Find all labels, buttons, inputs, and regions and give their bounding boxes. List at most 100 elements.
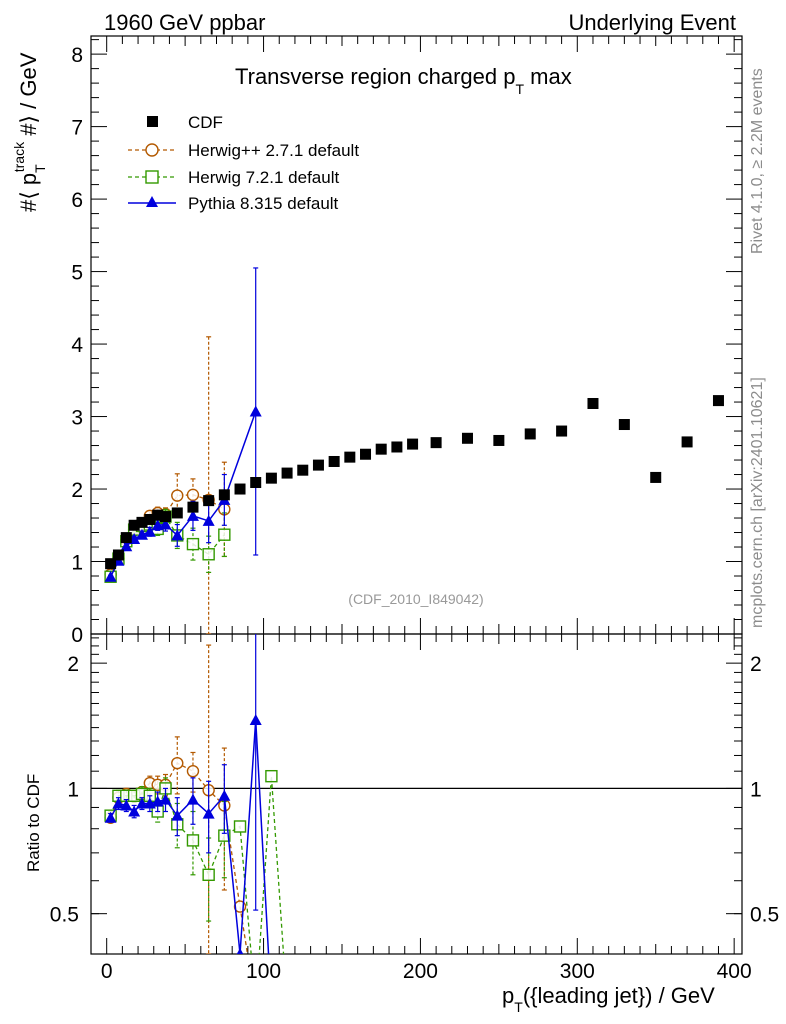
main-cdf-point	[650, 471, 662, 483]
plot-title-tail: max	[524, 64, 572, 89]
ratio-ytick-label-right: 0.5	[750, 904, 779, 927]
legend-pythia-label: Pythia 8.315 default	[188, 194, 339, 213]
xtick-label: 0	[101, 960, 113, 983]
main-cdf-point	[391, 441, 403, 453]
ratio-pythia-point	[112, 797, 125, 809]
y-axis-label-sup: track	[11, 141, 27, 172]
ratio-ytick-label: 2	[67, 653, 79, 676]
legend: CDF Herwig++ 2.7.1 default Herwig 7.2.1 …	[128, 113, 359, 213]
x-axis-label-prefix: p	[502, 983, 514, 1008]
main-cdf-point	[234, 483, 246, 495]
x-axis-label-suffix: ({leading jet}) / GeV	[523, 983, 715, 1008]
main-herwig7-point	[186, 537, 200, 551]
main-herwigpp-point	[171, 489, 184, 502]
legend-herwigpp-label: Herwig++ 2.7.1 default	[188, 141, 359, 160]
main-pythia-point	[143, 525, 156, 537]
ratio-ytick-label: 0.5	[50, 904, 79, 927]
main-cdf-point	[112, 549, 124, 561]
main-cdf-point	[712, 395, 724, 407]
main-cdf-point	[120, 532, 132, 544]
mcplots-text: mcplots.cern.ch [arXiv:2401.10621]	[749, 377, 766, 628]
main-cdf-point	[136, 516, 148, 528]
main-series-herwigpp	[104, 336, 231, 634]
main-pythia-point	[186, 509, 199, 521]
main-cdf-point	[524, 428, 536, 440]
legend-pythia-marker	[146, 196, 158, 207]
x-axis-label: pT({leading jet}) / GeV	[502, 983, 715, 1015]
main-cdf-point	[152, 509, 164, 521]
main-cdf-point	[344, 451, 356, 463]
main-ytick-label: 4	[71, 334, 83, 357]
ratio-herwig7-line	[110, 776, 285, 954]
main-cdf-point	[407, 438, 419, 450]
main-cdf-point	[160, 511, 172, 523]
xtick-label: 100	[246, 960, 281, 983]
main-panel: 0 1 2 3 4 5 6 7 8	[71, 36, 742, 647]
y-axis-label-prefix: #⟨ p	[16, 173, 41, 212]
ratio-pythia-point	[218, 789, 231, 801]
ratio-ytick-label-right: 1	[750, 778, 762, 801]
main-cdf-point	[360, 448, 372, 460]
main-ytick-label: 1	[71, 552, 83, 575]
main-cdf-point	[265, 472, 277, 484]
legend-herwig7-label: Herwig 7.2.1 default	[188, 168, 339, 187]
main-series-cdf	[105, 395, 724, 570]
ratio-axis-label: Ratio to CDF	[24, 774, 43, 872]
xtick-label: 400	[717, 960, 752, 983]
ratio-pythia-point	[171, 809, 184, 821]
main-cdf-point	[297, 464, 309, 476]
y-axis-label-sub: T	[32, 164, 48, 173]
main-cdf-point	[430, 437, 442, 449]
main-cdf-point	[587, 397, 599, 409]
main-cdf-point	[328, 455, 340, 467]
analysis-id: (CDF_2010_I849042)	[348, 591, 483, 607]
main-cdf-point	[218, 489, 230, 501]
main-ytick-label: 5	[71, 262, 83, 285]
ratio-herwigpp-point	[186, 764, 200, 778]
ratio-pythia-point	[186, 793, 199, 805]
main-cdf-point	[556, 425, 568, 437]
main-ytick-label: 7	[71, 117, 83, 140]
ratio-pythia-point	[128, 805, 141, 817]
main-herwigpp-point	[186, 488, 200, 502]
main-cdf-point	[203, 495, 215, 507]
legend-herwig7-marker	[145, 170, 159, 184]
ratio-ytick-label: 1	[67, 778, 79, 801]
main-cdf-point	[281, 467, 293, 479]
rivet-version-text: Rivet 4.1.0, ≥ 2.2M events	[749, 68, 766, 254]
ratio-ytick-label-right: 2	[750, 653, 762, 676]
main-pythia-point	[135, 528, 148, 540]
ratio-pythia-point	[202, 807, 215, 819]
plot-title: Transverse region charged pT max	[235, 64, 572, 97]
ratio-panel: 0 100 200 300 400 0.5 0.5 1 1 2 2	[50, 634, 779, 983]
main-pythia-point	[104, 570, 117, 582]
ratio-pythia-point	[120, 799, 133, 811]
ratio-series-pythia	[104, 634, 270, 954]
main-cdf-point	[618, 419, 630, 431]
main-ytick-label: 2	[71, 479, 83, 502]
y-axis-label: #⟨ pTtrack #⟩ / GeV	[11, 52, 48, 212]
main-cdf-point	[493, 434, 505, 446]
main-cdf-point	[105, 558, 117, 570]
main-ytick-label: 6	[71, 189, 83, 212]
ratio-herwig7-point	[186, 834, 200, 847]
main-pythia-point	[249, 405, 262, 417]
header-right: Underlying Event	[568, 10, 736, 35]
main-cdf-point	[128, 519, 140, 531]
main-cdf-point	[461, 432, 473, 444]
main-herwig7-point	[202, 548, 215, 561]
ratio-plot-frame	[90, 633, 743, 955]
main-cdf-point	[144, 513, 156, 525]
main-pythia-point	[120, 540, 133, 552]
ratio-pythia-point	[249, 714, 262, 726]
legend-herwigpp-marker	[145, 143, 159, 157]
main-series-pythia	[104, 267, 262, 582]
main-cdf-point	[312, 459, 324, 471]
main-pythia-point	[159, 518, 172, 530]
plot-title-main: Transverse region charged p	[235, 64, 515, 89]
main-ytick-label: 3	[71, 407, 83, 430]
y-axis-label-suffix: #⟩ / GeV	[16, 52, 41, 142]
main-pythia-point	[202, 514, 215, 526]
ratio-herwig7-point	[202, 868, 215, 881]
